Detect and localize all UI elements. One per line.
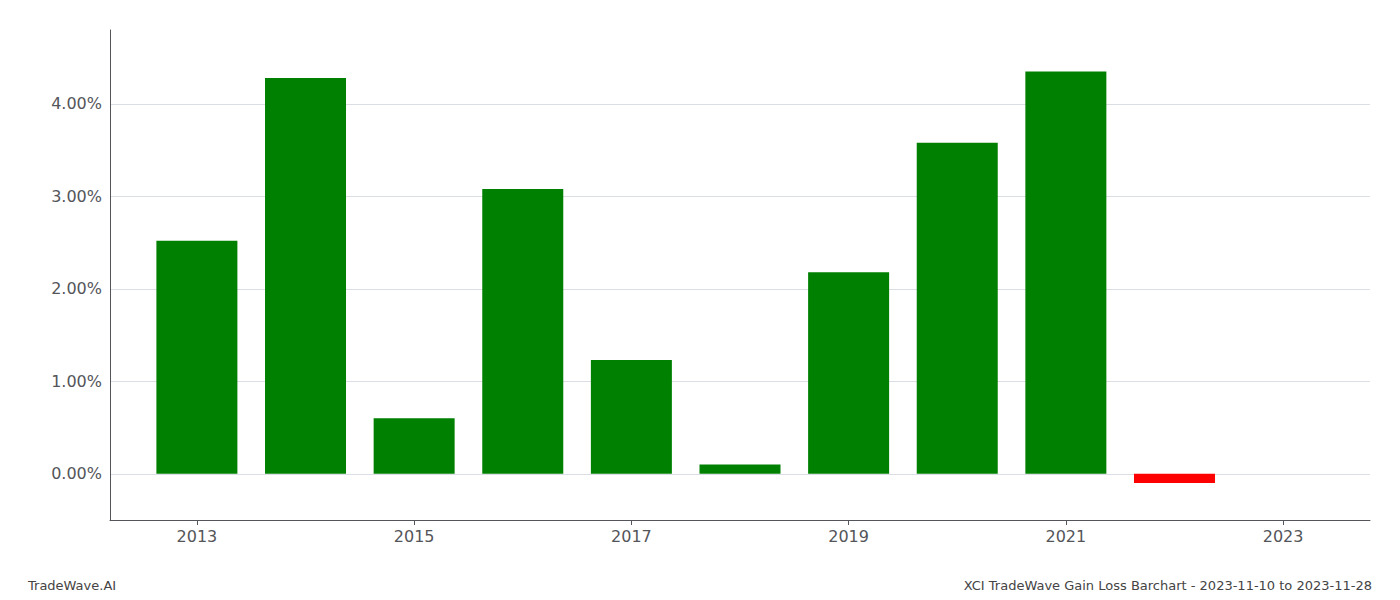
svg-text:3.00%: 3.00% <box>51 187 102 206</box>
svg-text:2013: 2013 <box>177 527 218 546</box>
svg-text:2021: 2021 <box>1046 527 1087 546</box>
svg-text:0.00%: 0.00% <box>51 464 102 483</box>
svg-text:4.00%: 4.00% <box>51 94 102 113</box>
svg-text:TradeWave.AI: TradeWave.AI <box>27 578 116 593</box>
svg-text:2019: 2019 <box>828 527 869 546</box>
svg-text:1.00%: 1.00% <box>51 372 102 391</box>
svg-text:2017: 2017 <box>611 527 652 546</box>
svg-text:2023: 2023 <box>1263 527 1304 546</box>
svg-text:2015: 2015 <box>394 527 435 546</box>
svg-text:XCI TradeWave Gain Loss Barcha: XCI TradeWave Gain Loss Barchart - 2023-… <box>964 578 1372 593</box>
svg-text:2.00%: 2.00% <box>51 279 102 298</box>
